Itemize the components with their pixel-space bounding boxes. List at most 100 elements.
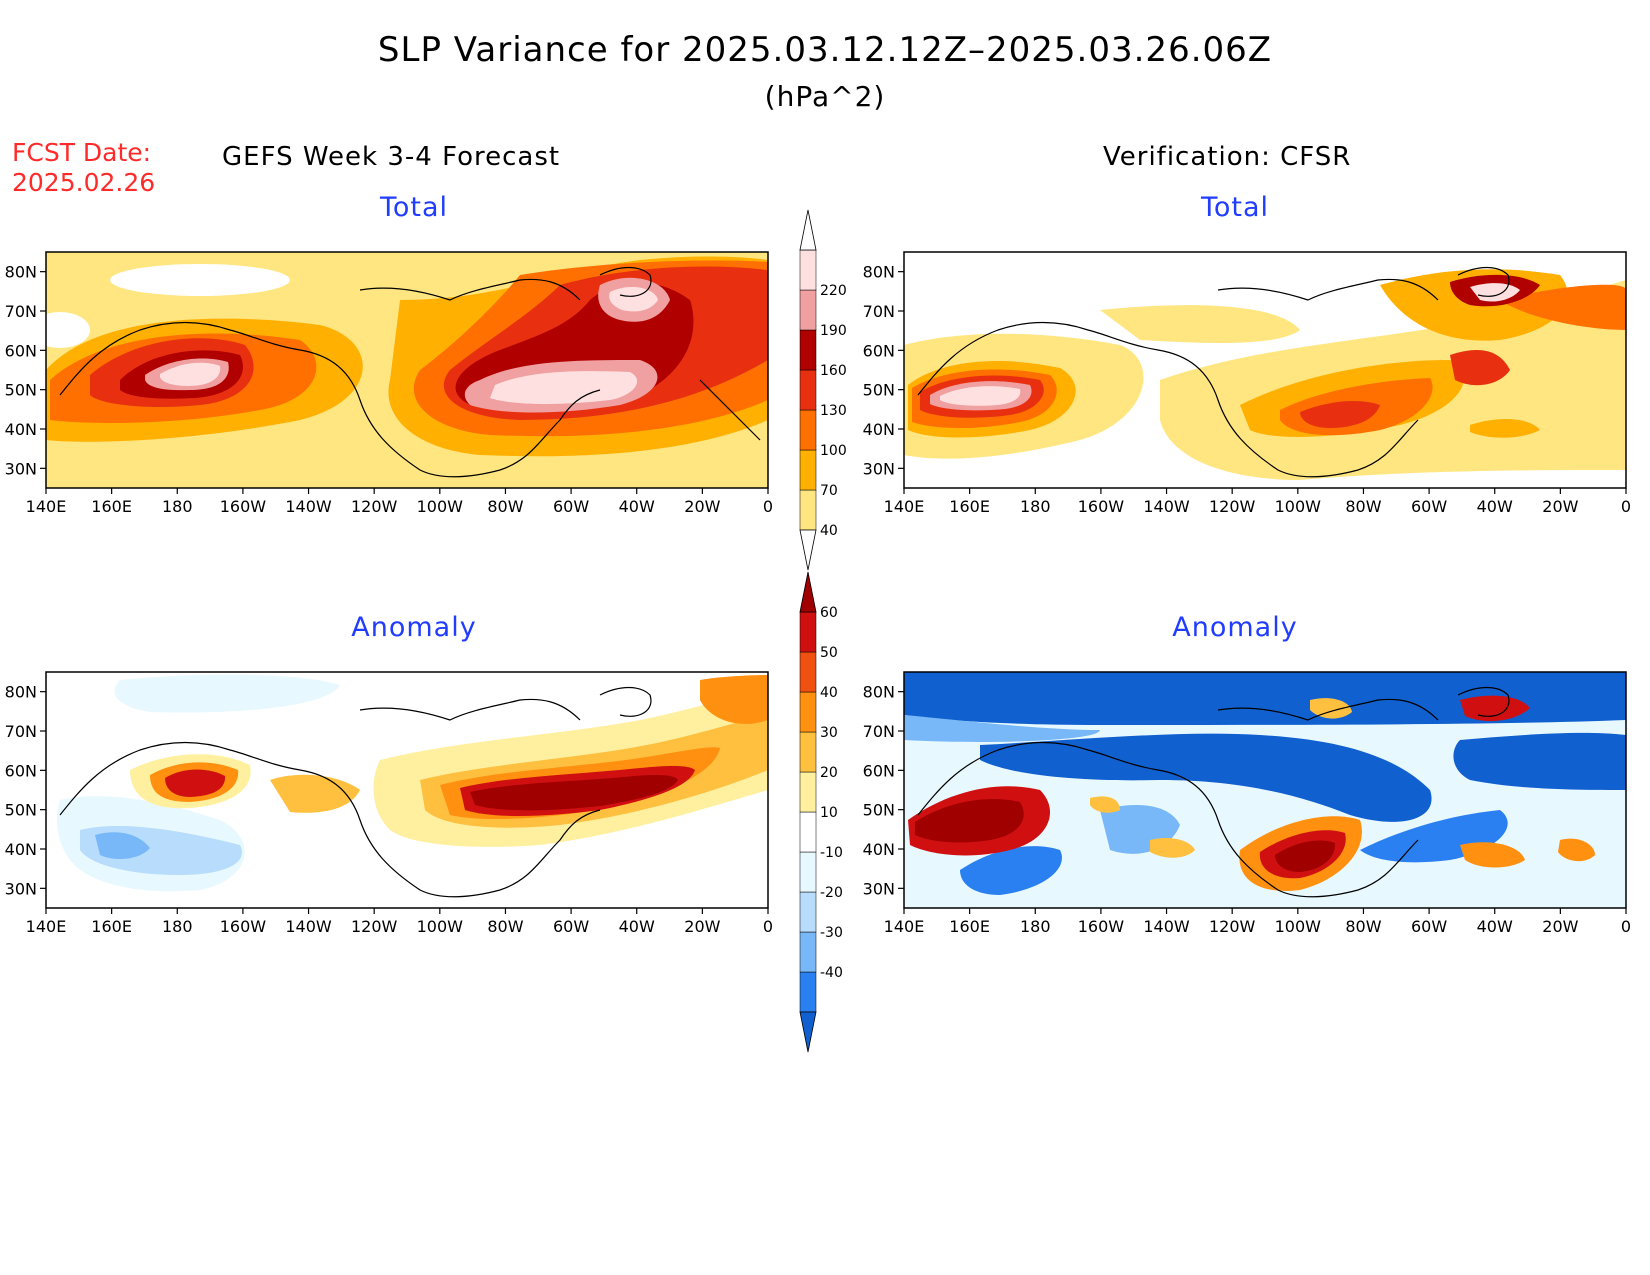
colorbar-label: -10 xyxy=(820,845,843,861)
field-anomaly-20 xyxy=(270,774,360,813)
field-anomaly-neg30 xyxy=(960,846,1062,895)
lon-label: 80W xyxy=(487,917,523,936)
colorbar-swatch xyxy=(799,329,817,371)
colorbar-label: -20 xyxy=(820,885,843,901)
colorbar-swatch xyxy=(799,249,817,291)
panel-title-bottom-left: Anomaly xyxy=(351,612,477,643)
colorbar-swatch xyxy=(799,449,817,491)
lat-label: 40N xyxy=(863,840,895,859)
colorbar-label: 30 xyxy=(820,725,838,741)
fcst-date-block: FCST Date: 2025.02.26 xyxy=(12,138,155,198)
lon-label: 20W xyxy=(684,497,720,516)
lon-label: 180 xyxy=(162,917,193,936)
lon-label: 120W xyxy=(351,917,398,936)
field-contour-40 xyxy=(1100,305,1300,343)
colorbar-label: 10 xyxy=(820,805,838,821)
lat-label: 50N xyxy=(863,801,895,820)
units-label: (hPa^2) xyxy=(764,80,886,113)
lon-label: 160E xyxy=(91,917,132,936)
lon-label: 80W xyxy=(1345,497,1381,516)
lat-label: 70N xyxy=(863,302,895,321)
field-contour-100 xyxy=(1500,284,1626,330)
lon-label: 80W xyxy=(1345,917,1381,936)
colorbar-swatch xyxy=(799,489,817,531)
lat-label: 50N xyxy=(5,381,37,400)
colorbar-label: 190 xyxy=(820,323,847,339)
lon-label: 140W xyxy=(1143,917,1190,936)
lat-label: 60N xyxy=(863,761,895,780)
map-panel-forecast-anomaly xyxy=(46,672,768,908)
colorbar-label: 40 xyxy=(820,685,838,701)
colorbar-label: 100 xyxy=(820,443,847,459)
field-contour-220 xyxy=(940,386,1021,406)
lon-label: 140W xyxy=(1143,497,1190,516)
lat-label: 60N xyxy=(5,761,37,780)
coastlines xyxy=(59,266,761,478)
map-frame-bottom-left xyxy=(45,671,769,909)
panel-title-top-right: Total xyxy=(1200,192,1270,223)
field-anomaly-30 xyxy=(700,675,768,724)
field-anomaly-20 xyxy=(1090,796,1120,813)
colorbar-label: 60 xyxy=(820,605,838,621)
lon-label: 100W xyxy=(1275,497,1322,516)
lon-label: 40W xyxy=(1477,917,1513,936)
left-column-title: GEFS Week 3-4 Forecast xyxy=(222,142,561,172)
field-anomaly-neg30 xyxy=(95,832,150,860)
colorbar-swatch xyxy=(799,651,817,693)
colorbar-end-bottom xyxy=(799,529,817,571)
lon-label: 40W xyxy=(619,917,655,936)
lon-label: 60W xyxy=(1411,497,1447,516)
map-frame-top-right xyxy=(903,251,1627,489)
page-title: SLP Variance for 2025.03.12.12Z–2025.03.… xyxy=(377,30,1273,70)
lon-label: 120W xyxy=(351,497,398,516)
field-anomaly-50 xyxy=(165,769,226,797)
lat-label: 60N xyxy=(863,341,895,360)
colorbar-swatch xyxy=(799,851,817,893)
lat-label: 70N xyxy=(5,302,37,321)
lat-label: 40N xyxy=(863,420,895,439)
lat-label: 60N xyxy=(5,341,37,360)
lon-label: 180 xyxy=(1020,917,1051,936)
lon-label: 0 xyxy=(763,917,773,936)
colorbar-swatch xyxy=(799,891,817,933)
field-low-area xyxy=(46,312,90,348)
lon-label: 180 xyxy=(162,497,193,516)
lon-label: 20W xyxy=(1542,497,1578,516)
lon-label: 140E xyxy=(26,917,67,936)
colorbar-swatch xyxy=(799,931,817,973)
colorbar-label: 220 xyxy=(820,283,847,299)
lat-label: 70N xyxy=(5,722,37,741)
colorbar-swatch xyxy=(799,811,817,853)
colorbar-swatch xyxy=(799,369,817,411)
lon-label: 40W xyxy=(1477,497,1513,516)
lon-label: 160W xyxy=(1078,497,1125,516)
colorbar-anomaly: -40 -30 -20 -10 10 20 30 40 50 60 xyxy=(799,571,843,1053)
field-anomaly-30 xyxy=(1558,838,1595,862)
colorbar-label: -30 xyxy=(820,925,843,941)
lon-label: 140E xyxy=(884,497,925,516)
lon-label: 60W xyxy=(1411,917,1447,936)
lon-label: 0 xyxy=(1621,497,1631,516)
lon-label: 140E xyxy=(884,917,925,936)
map-frame-top-left xyxy=(45,251,769,489)
map-panel-verification-total xyxy=(904,252,1626,488)
field-anomaly-60 xyxy=(470,775,678,811)
coastlines xyxy=(917,266,1510,478)
colorbar-label: 160 xyxy=(820,363,847,379)
field-anomaly-neg40 xyxy=(980,733,1432,822)
lon-label: 20W xyxy=(684,917,720,936)
field-anomaly-neg10 xyxy=(114,674,340,713)
lat-label: 70N xyxy=(863,722,895,741)
lon-label: 160W xyxy=(220,917,267,936)
lat-label: 80N xyxy=(5,263,37,282)
field-anomaly-neg40 xyxy=(1453,732,1626,790)
field-anomaly-20 xyxy=(1310,698,1352,719)
lat-label: 80N xyxy=(5,683,37,702)
lon-label: 140E xyxy=(26,497,67,516)
colorbar-end-bottom xyxy=(799,1011,817,1053)
field-anomaly-neg20 xyxy=(904,715,1100,742)
field-low-area xyxy=(110,264,290,296)
lat-label: 40N xyxy=(5,420,37,439)
lon-label: 120W xyxy=(1209,497,1256,516)
coastlines xyxy=(917,686,1510,898)
